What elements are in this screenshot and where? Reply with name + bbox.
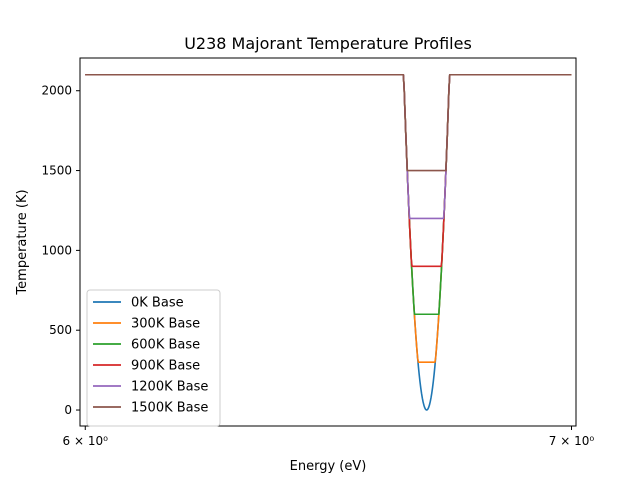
plot-lines xyxy=(85,73,572,411)
legend-box xyxy=(86,289,221,427)
chart-title: U238 Majorant Temperature Profiles xyxy=(184,34,472,53)
legend-label: 1500K Base xyxy=(131,401,208,416)
legend-label: 900K Base xyxy=(131,359,200,374)
y-axis-label: Temperature (K) xyxy=(15,189,30,295)
y-tick-label: 0 xyxy=(64,403,72,417)
legend: 0K Base 300K Base 600K Base 900K Base 1200K … xyxy=(86,289,221,427)
y-tick-label: 500 xyxy=(49,323,72,337)
x-axis-label: Energy (eV) xyxy=(290,459,367,474)
x-tick-label: 6 × 10⁰ xyxy=(63,434,109,448)
y-axis: 0 500 1000 1500 2000 xyxy=(41,84,80,417)
y-tick-label: 1000 xyxy=(41,243,72,257)
legend-label: 0K Base xyxy=(131,296,184,311)
legend-label: 300K Base xyxy=(131,317,200,332)
plot-frame xyxy=(79,57,577,427)
legend-label: 1200K Base xyxy=(131,380,208,395)
y-tick-label: 2000 xyxy=(41,84,72,98)
series-line xyxy=(85,73,572,172)
y-tick-label: 1500 xyxy=(41,164,72,178)
x-axis: 6 × 10⁰ 7 × 10⁰ xyxy=(63,426,595,448)
legend-label: 600K Base xyxy=(131,338,200,353)
x-tick-label: 7 × 10⁰ xyxy=(549,434,595,448)
